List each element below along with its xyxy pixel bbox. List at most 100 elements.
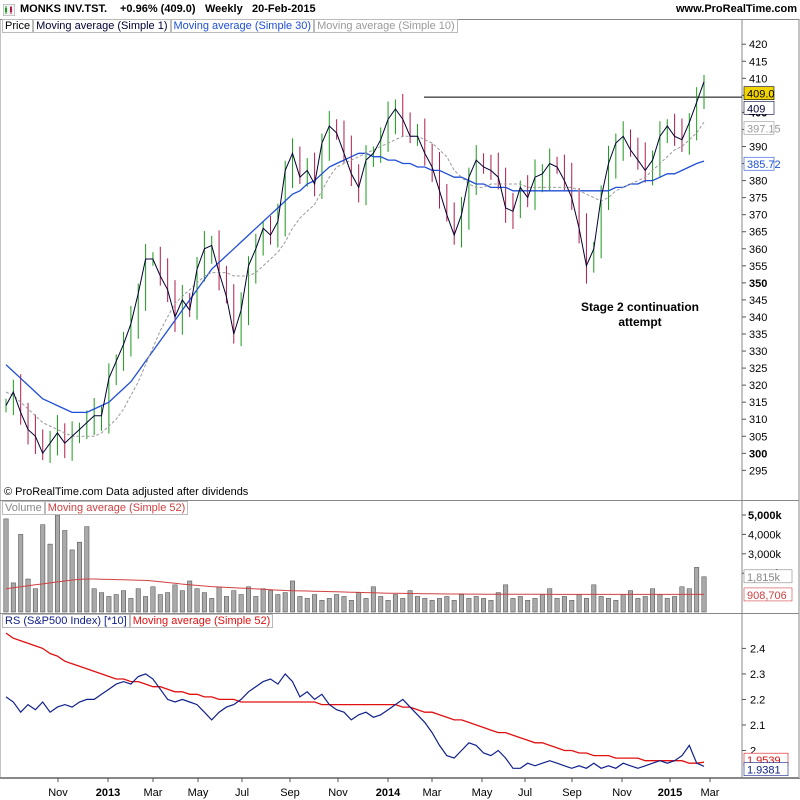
volume-bar bbox=[312, 594, 318, 613]
volume-tick-label: 5,000k bbox=[748, 510, 783, 522]
volume-bar bbox=[209, 598, 215, 613]
volume-bar bbox=[356, 592, 362, 613]
volume-bar bbox=[143, 596, 149, 613]
copyright-note: © ProRealTime.com Data adjusted after di… bbox=[4, 486, 249, 498]
ma1-line bbox=[5, 81, 705, 455]
rs-panel-frame bbox=[0, 613, 800, 778]
volume-bar bbox=[664, 598, 670, 613]
ma30-line bbox=[5, 152, 705, 414]
x-tick-label: May bbox=[188, 787, 209, 799]
volume-bar bbox=[694, 567, 700, 613]
volume-bar bbox=[598, 596, 604, 613]
volume-tick-label: 4,000k bbox=[748, 529, 782, 541]
volume-bar bbox=[370, 586, 376, 613]
volume-bar bbox=[686, 588, 692, 613]
price-panel-frame bbox=[0, 19, 800, 501]
last-ma10-label: 397.15 bbox=[747, 123, 781, 135]
legend-volume-ma: Moving average (Simple 52) bbox=[44, 501, 189, 515]
price-tick-label: 380 bbox=[749, 176, 767, 188]
volume-bar bbox=[459, 594, 464, 613]
volume-bar bbox=[319, 600, 325, 613]
x-tick-label: Jul bbox=[518, 787, 532, 799]
last-rs-label: 1.9381 bbox=[747, 765, 781, 777]
last-ma10-label-box bbox=[743, 121, 775, 135]
rs-panel bbox=[5, 632, 705, 769]
volume-bar bbox=[569, 600, 575, 613]
volume-bar bbox=[194, 588, 200, 613]
rs-tick-label: 2.2 bbox=[750, 694, 765, 706]
price-tick-label: 295 bbox=[749, 465, 767, 477]
volume-bar bbox=[128, 598, 134, 613]
volume-tick-label: 3,000k bbox=[748, 549, 782, 561]
volume-bar bbox=[238, 594, 244, 613]
volume-bar bbox=[326, 598, 332, 613]
chart-header: MONKS INV.TST. +0.96% (409.0) Weekly 20-… bbox=[0, 0, 800, 20]
volume-bar bbox=[415, 596, 420, 613]
volume-bar bbox=[591, 584, 597, 613]
volume-ma-line bbox=[5, 578, 704, 595]
volume-panel-frame bbox=[0, 500, 800, 614]
last-volume-label: 1,815k bbox=[747, 572, 781, 584]
rs-tick-label: 2.3 bbox=[750, 669, 765, 681]
axes: 295 300 305 310 315 320 325 330 335 340 345 350 355 3… bbox=[48, 39, 793, 799]
volume-bar bbox=[135, 588, 141, 613]
volume-bar bbox=[253, 596, 259, 613]
candlestick-logo-icon bbox=[3, 4, 15, 16]
volume-bar bbox=[25, 578, 31, 613]
panel-frames bbox=[0, 19, 800, 779]
volume-bar bbox=[165, 592, 171, 613]
legend-ma30: Moving average (Simple 30) bbox=[170, 19, 315, 33]
volume-bar bbox=[481, 598, 487, 613]
x-tick-label: Jul bbox=[235, 787, 249, 799]
price-tick-label: 325 bbox=[749, 363, 767, 375]
volume-bar bbox=[532, 598, 538, 613]
rs-tick-label: 2.1 bbox=[750, 720, 765, 732]
volume-bar bbox=[517, 596, 523, 613]
x-tick-label: Nov bbox=[328, 787, 348, 799]
x-tick-label: Nov bbox=[612, 787, 632, 799]
volume-bar bbox=[554, 598, 560, 613]
site-url[interactable]: www.ProRealTime.com bbox=[676, 3, 798, 15]
volume-bar bbox=[466, 598, 472, 613]
volume-bar bbox=[525, 600, 531, 613]
volume-bar bbox=[32, 588, 38, 613]
volume-bar bbox=[620, 594, 626, 613]
volume-bar bbox=[657, 594, 663, 613]
volume-bar bbox=[201, 592, 207, 613]
rs-tick-label: 2.4 bbox=[750, 643, 765, 655]
chart-date: 20-Feb-2015 bbox=[252, 3, 316, 15]
volume-bar bbox=[113, 594, 119, 613]
legend-ma1: Moving average (Simple 1) bbox=[33, 19, 171, 33]
volume-bar bbox=[54, 514, 60, 613]
last-volume-label-box bbox=[743, 569, 793, 584]
price-tick-label: 350 bbox=[749, 278, 767, 290]
volume-bar bbox=[69, 549, 75, 613]
last-price-label-box bbox=[743, 86, 775, 100]
volume-bar bbox=[583, 598, 589, 613]
x-tick-label: Sep bbox=[280, 787, 300, 799]
x-tick-label: Mar bbox=[701, 787, 720, 799]
volume-bar bbox=[77, 541, 82, 613]
price-panel bbox=[5, 74, 742, 463]
price-tick-label: 310 bbox=[749, 414, 767, 426]
volume-bar bbox=[392, 594, 398, 613]
volume-bar bbox=[635, 598, 641, 613]
volume-bar bbox=[547, 588, 553, 613]
price-tick-label: 390 bbox=[749, 142, 767, 154]
volume-bar bbox=[503, 584, 509, 613]
volume-bar bbox=[216, 586, 222, 613]
volume-bar bbox=[231, 590, 237, 613]
volume-bar bbox=[628, 590, 633, 613]
last-price-label: 409.0 bbox=[747, 89, 775, 101]
volume-bar bbox=[3, 518, 9, 613]
timeframe: Weekly bbox=[205, 3, 243, 15]
rs-ma-line bbox=[5, 632, 705, 764]
rs-line bbox=[5, 672, 705, 769]
volume-bar bbox=[62, 530, 68, 613]
price-tick-label: 305 bbox=[749, 431, 767, 443]
price-tick-label: 375 bbox=[749, 193, 767, 205]
price-tick-label: 410 bbox=[749, 73, 767, 85]
volume-bar bbox=[341, 596, 347, 613]
volume-bar bbox=[495, 592, 501, 613]
